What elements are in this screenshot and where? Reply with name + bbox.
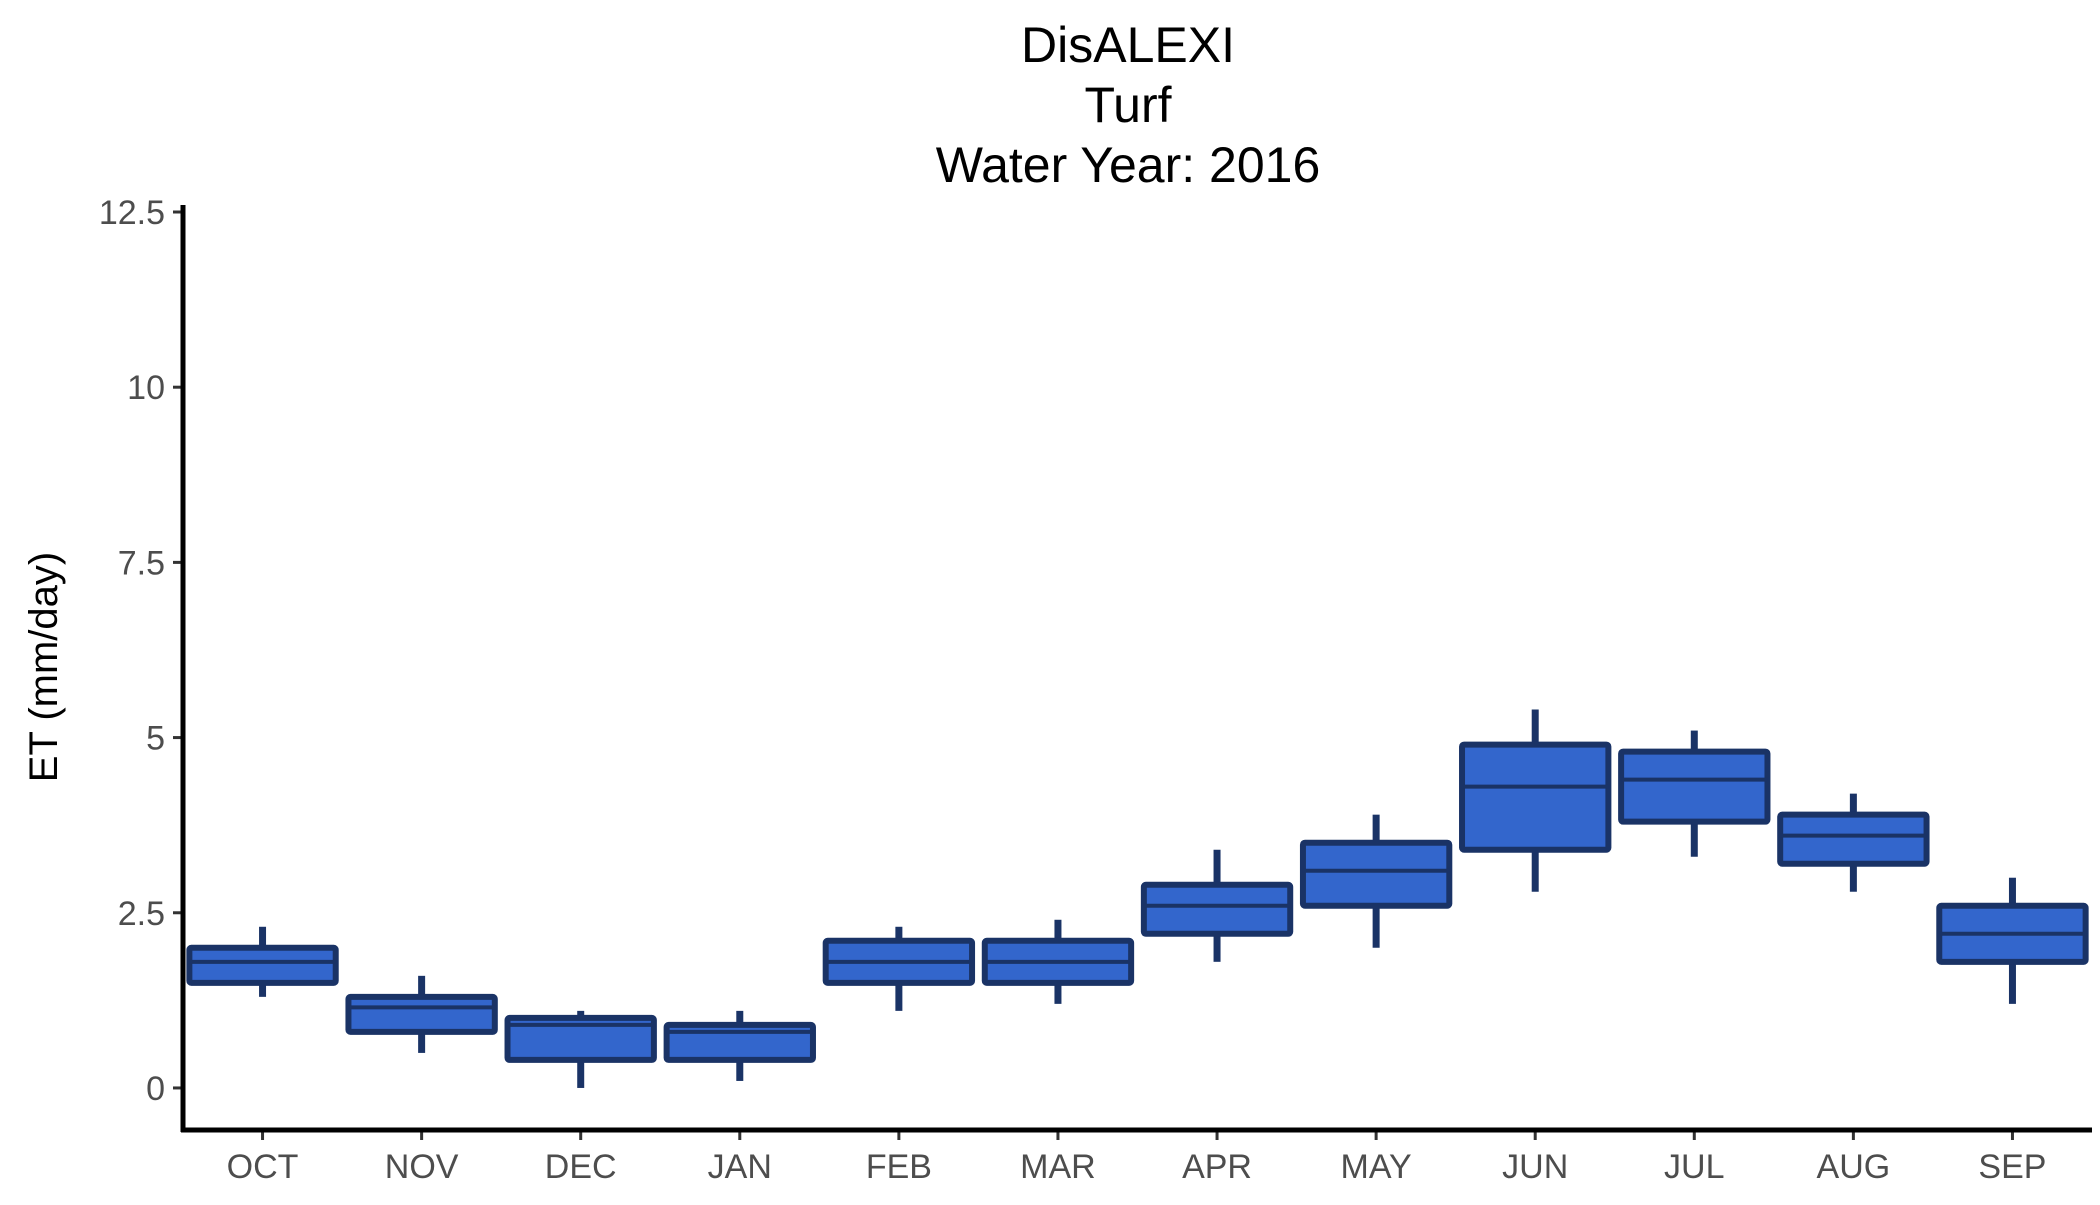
box-nov bbox=[345, 975, 498, 1053]
box-iqr bbox=[1140, 881, 1294, 937]
box-iqr bbox=[1459, 741, 1612, 853]
y-tick-label: 2.5 bbox=[118, 895, 165, 933]
x-tick-label: MAR bbox=[1020, 1148, 1096, 1186]
x-tick-label: FEB bbox=[866, 1148, 932, 1186]
box-apr bbox=[1140, 849, 1294, 962]
box-jan bbox=[663, 1010, 816, 1081]
x-tick-label: JUL bbox=[1664, 1148, 1724, 1186]
box-jun bbox=[1459, 709, 1612, 892]
box-iqr bbox=[1777, 811, 1930, 867]
box-aug bbox=[1777, 793, 1930, 892]
box-may bbox=[1299, 814, 1453, 948]
x-axis-ticks: OCT NOV DEC JAN FEB MAR APR MAY JUN JUL AUG SEP bbox=[227, 1130, 2046, 1186]
x-tick-label: SEP bbox=[1978, 1148, 2046, 1186]
y-axis-title: ET (mm/day) bbox=[22, 552, 66, 782]
box-mar bbox=[981, 919, 1135, 1004]
box-iqr bbox=[1618, 748, 1771, 825]
boxes bbox=[186, 709, 2089, 1088]
box-sep bbox=[1936, 877, 2089, 1004]
box-iqr bbox=[186, 944, 339, 986]
axes bbox=[180, 205, 2092, 1133]
x-tick-label: APR bbox=[1182, 1148, 1252, 1186]
y-tick-label: 0 bbox=[146, 1070, 165, 1108]
x-tick-label: JUN bbox=[1502, 1148, 1568, 1186]
y-tick-label: 12.5 bbox=[99, 194, 165, 232]
box-jul bbox=[1618, 730, 1771, 857]
x-tick-label: MAY bbox=[1341, 1148, 1412, 1186]
box-feb bbox=[822, 926, 976, 1011]
box-iqr bbox=[345, 993, 498, 1035]
title-line: DisALEXI bbox=[1021, 17, 1235, 73]
x-tick-label: NOV bbox=[385, 1148, 459, 1186]
subtitle-line: Water Year: 2016 bbox=[936, 137, 1321, 193]
box-iqr bbox=[504, 1014, 657, 1063]
chart-title: DisALEXI Turf Water Year: 2016 bbox=[936, 17, 1321, 193]
box-oct bbox=[186, 926, 339, 997]
y-tick-label: 10 bbox=[127, 369, 165, 407]
y-axis-ticks: 0 2.5 5 7.5 10 12.5 bbox=[99, 194, 183, 1108]
y-tick-label: 5 bbox=[146, 720, 165, 758]
x-tick-label: AUG bbox=[1817, 1148, 1891, 1186]
box-dec bbox=[504, 1010, 657, 1088]
y-tick-label: 7.5 bbox=[118, 544, 165, 582]
x-tick-label: DEC bbox=[545, 1148, 617, 1186]
subtitle-line: Turf bbox=[1084, 77, 1171, 133]
box-iqr bbox=[1299, 839, 1453, 909]
x-tick-label: JAN bbox=[708, 1148, 772, 1186]
x-tick-label: OCT bbox=[227, 1148, 299, 1186]
